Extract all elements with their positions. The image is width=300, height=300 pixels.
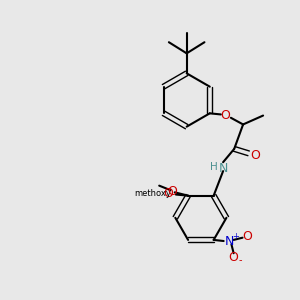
Text: N: N (224, 235, 234, 248)
Text: H: H (210, 162, 218, 172)
Text: O: O (242, 230, 252, 243)
Text: O: O (250, 149, 260, 162)
Text: +: + (232, 232, 239, 241)
Text: -: - (238, 255, 242, 265)
Text: O: O (168, 185, 178, 198)
Text: N: N (218, 162, 228, 176)
Text: O: O (220, 109, 230, 122)
Text: methoxy: methoxy (134, 189, 171, 198)
Text: O: O (229, 251, 238, 264)
Text: O: O (163, 187, 173, 200)
